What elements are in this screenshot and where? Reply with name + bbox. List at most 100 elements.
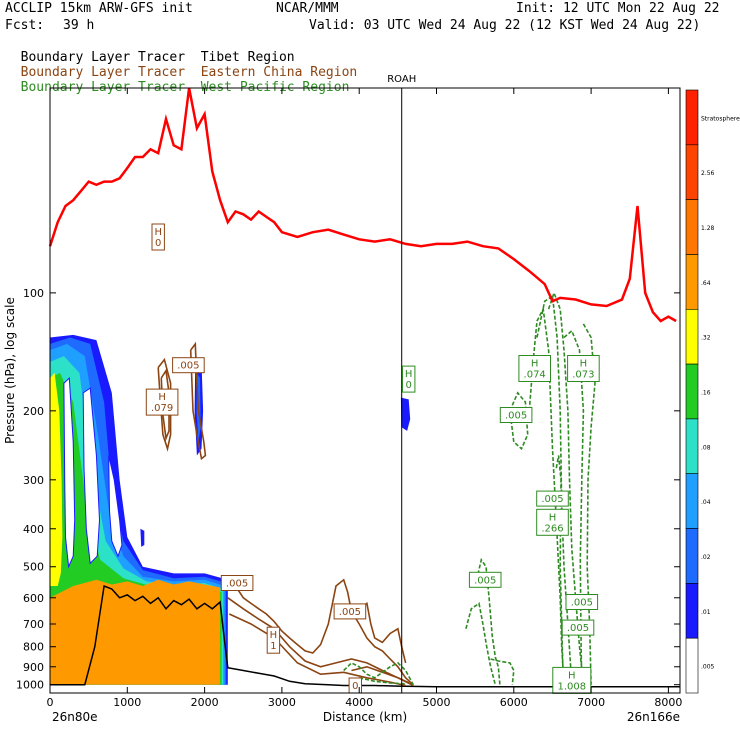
contour-label-12: .005 (565, 594, 599, 610)
contour-label-text: .266 (541, 523, 563, 534)
contour-label-text: 0 (155, 238, 161, 249)
contour-label-3: H0 (402, 365, 416, 393)
contour-label-text: .005 (177, 361, 199, 372)
contour-label-text: .074 (524, 370, 546, 381)
station-marker-layer: ROAH (387, 74, 416, 693)
contour-label-box (552, 666, 592, 694)
contour-label-box (565, 594, 599, 610)
plume-gap-2 (108, 455, 123, 558)
tracer-fill-layer (50, 334, 411, 685)
contour-label-text: H (405, 369, 413, 380)
contour-label-text: .005 (339, 607, 361, 618)
west-pacific-contour-5 (555, 455, 565, 685)
colorbar-swatch-8 (685, 199, 699, 255)
colorbar-swatch-7 (685, 254, 699, 310)
contour-label-box (468, 571, 502, 588)
y-tick-label: 800 (23, 641, 44, 654)
colorbar-level-label: Stratosphere (701, 115, 740, 122)
colorbar-level-label: .64 (701, 280, 711, 287)
contour-label-box (536, 490, 569, 507)
x-tick-label: 0 (47, 696, 54, 709)
x-tick-label: 7000 (577, 696, 605, 709)
axes-layer: 0 1000 2000 3000 4000 5000 6000 7000 80001002003… (3, 87, 682, 724)
contour-label-box (402, 365, 416, 393)
west-pacific-contour-6 (509, 391, 529, 451)
contour-label-text: .005 (226, 579, 248, 590)
tracer-cell-3 (140, 528, 145, 547)
contour-label-box (333, 603, 367, 620)
legend-tibet-region: Tibet Region (200, 50, 295, 65)
x-tick-label: 6000 (500, 696, 528, 709)
colorbar-swatch-4 (685, 418, 699, 474)
x-tick-label: 5000 (423, 696, 451, 709)
contour-label-text: .073 (572, 370, 594, 381)
colorbar: Stratosphere 2.56 1.28 .64 .32 .16 .08 .04 .02 .0… (685, 89, 740, 694)
x-tick-label: 4000 (345, 696, 373, 709)
contour-label-8: H.266 (536, 508, 569, 536)
contour-label-text: .005 (571, 598, 593, 609)
valid-time: Valid: 03 UTC Wed 24 Aug 22 (12 KST Wed … (309, 18, 701, 33)
x-tick-label: 1000 (113, 696, 141, 709)
west-pacific-contour-10 (343, 661, 415, 686)
contour-labels-layer: H0.005H.079H0H.074H.073.005.005H.266.005… (145, 223, 600, 694)
y-tick-label: 900 (23, 661, 44, 674)
contour-label-box (172, 357, 205, 374)
contour-label-box (561, 619, 595, 636)
x-tick-label: 2000 (191, 696, 219, 709)
legend-echina-region: Eastern China Region (200, 65, 358, 80)
contour-label-1: .005 (172, 357, 205, 374)
legend-echina-name: Boundary Layer Tracer (20, 65, 186, 80)
colorbar-swatch-0 (685, 637, 699, 694)
contour-label-box (220, 575, 254, 591)
endpoint-right-label: 26n166e (627, 710, 680, 724)
contour-label-0: H0 (151, 223, 165, 251)
colorbar-level-label: .32 (701, 335, 711, 342)
contour-label-11: .005 (333, 603, 367, 620)
colorbar-swatch-6 (685, 308, 699, 365)
contour-label-text: .005 (505, 411, 527, 422)
y-tick-label: 700 (23, 618, 44, 631)
colorbar-level-label: .01 (701, 609, 711, 616)
tracer-fill-band-6 (50, 579, 221, 685)
eastern-china-contour-3 (225, 578, 414, 686)
terrain-layer (50, 584, 680, 688)
colorbar-swatch-1 (685, 583, 699, 639)
colorbar-level-label: 2.56 (701, 170, 715, 177)
eastern-china-contour-4 (227, 597, 414, 687)
x-tick-label: 8000 (654, 696, 682, 709)
contour-label-text: H (580, 359, 588, 370)
colorbar-level-label: .08 (701, 444, 711, 451)
fcst-value: 39 h (63, 18, 95, 33)
legend-eastern-china: Boundary Layer Tracer Eastern China Regi… (5, 50, 358, 80)
x-axis-label: Distance (km) (323, 710, 407, 724)
west-pacific-contour-11 (359, 677, 406, 685)
fcst-label: Fcst: (5, 18, 45, 33)
contour-label-box (151, 223, 165, 251)
contour-label-box (518, 355, 552, 382)
contour-label-box (567, 355, 600, 382)
station-marker-label: ROAH (387, 74, 416, 85)
tracer-cell-2 (400, 397, 411, 431)
colorbar-level-label: .02 (701, 554, 711, 561)
contour-label-text: 0 (405, 380, 411, 391)
eastern-china-contour-5 (228, 613, 406, 687)
contour-label-text: H (568, 670, 576, 681)
y-axis-label: Pressure (hPa), log scale (3, 297, 17, 444)
contour-label-5: H.073 (567, 355, 600, 382)
contour-label-text: H (270, 630, 278, 641)
colorbar-swatch-9 (685, 144, 699, 200)
x-tick-label: 3000 (268, 696, 296, 709)
contour-label-box (499, 407, 533, 423)
tropopause-line (48, 87, 677, 323)
legend-tibet: Boundary Layer Tracer Tibet Region (5, 35, 295, 65)
colorbar-swatch-2 (685, 528, 699, 584)
contour-label-text: 1 (270, 641, 276, 652)
contour-label-text: .005 (474, 575, 496, 586)
contour-label-text: .005 (567, 623, 589, 634)
contour-label-10: .005 (468, 571, 502, 588)
y-tick-label: 300 (23, 474, 44, 487)
contour-label-9: .005 (220, 575, 254, 591)
header-center: NCAR/MMM (276, 1, 339, 16)
contour-label-14: H1 (266, 626, 281, 654)
